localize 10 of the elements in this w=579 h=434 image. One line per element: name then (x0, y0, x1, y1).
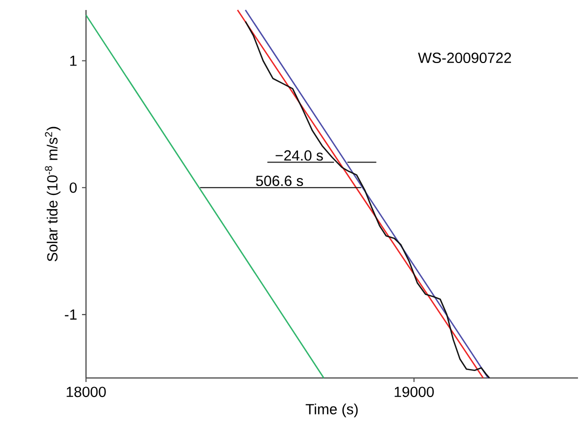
x-axis-title: Time (s) (306, 404, 358, 418)
annotation: 506.6 s (256, 176, 304, 186)
y-tick-label: 0 (70, 182, 77, 193)
y-axis-title: Solar tide (10$^{-8}$ m/s$^{2}$) (44, 126, 60, 262)
y-tick-label: -1 (64, 310, 77, 320)
x-tick-label: 19000 (394, 386, 434, 398)
x-tick-label: 18000 (66, 386, 106, 398)
y-tick-label: 1 (70, 56, 77, 66)
annotation: −24.0 s (276, 150, 323, 161)
annotation: WS-20090722 (418, 52, 511, 64)
